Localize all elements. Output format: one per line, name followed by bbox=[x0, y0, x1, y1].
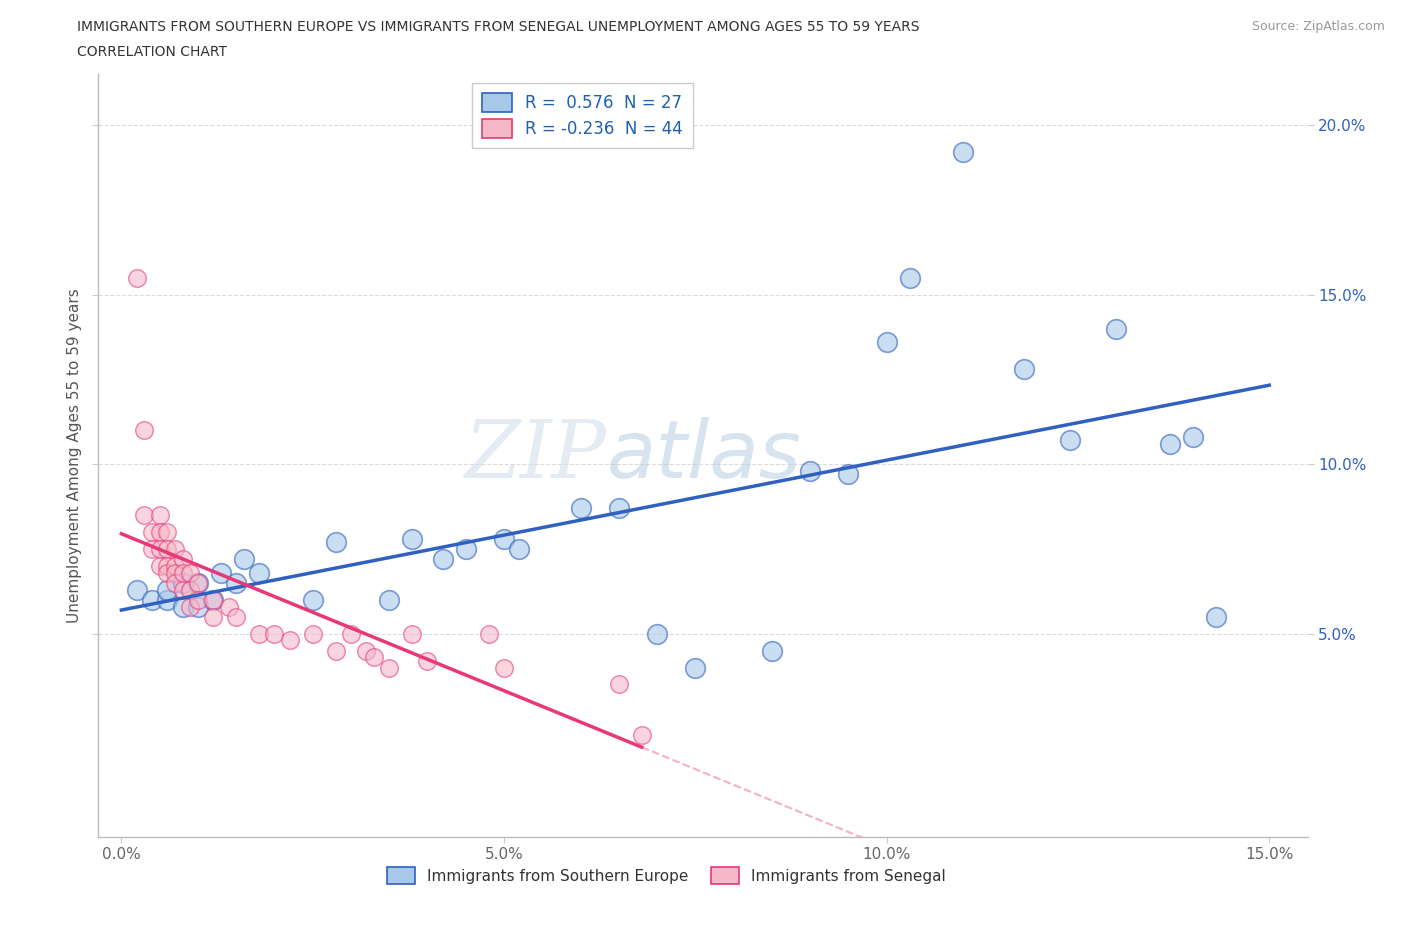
Point bbox=[179, 582, 201, 597]
Point bbox=[401, 626, 423, 641]
Point bbox=[209, 565, 232, 580]
Point bbox=[172, 599, 194, 614]
Point bbox=[340, 626, 363, 641]
Point bbox=[952, 145, 974, 160]
Point bbox=[607, 500, 630, 515]
Point bbox=[187, 592, 209, 607]
Point bbox=[172, 576, 194, 591]
Point bbox=[685, 660, 707, 675]
Point bbox=[225, 576, 247, 591]
Point bbox=[179, 599, 201, 614]
Point bbox=[263, 626, 285, 641]
Point bbox=[432, 551, 454, 566]
Point bbox=[156, 565, 179, 580]
Point bbox=[232, 551, 254, 566]
Point bbox=[1159, 436, 1181, 451]
Point bbox=[149, 525, 172, 539]
Point bbox=[125, 582, 148, 597]
Legend: Immigrants from Southern Europe, Immigrants from Senegal: Immigrants from Southern Europe, Immigra… bbox=[381, 860, 952, 890]
Point bbox=[163, 565, 186, 580]
Point bbox=[202, 609, 225, 624]
Point bbox=[416, 653, 439, 668]
Point bbox=[134, 423, 156, 438]
Text: Source: ZipAtlas.com: Source: ZipAtlas.com bbox=[1251, 20, 1385, 33]
Point bbox=[187, 576, 209, 591]
Y-axis label: Unemployment Among Ages 55 to 59 years: Unemployment Among Ages 55 to 59 years bbox=[66, 288, 82, 623]
Text: CORRELATION CHART: CORRELATION CHART bbox=[77, 45, 228, 59]
Point bbox=[645, 626, 668, 641]
Point bbox=[454, 541, 477, 556]
Point bbox=[569, 500, 592, 515]
Point bbox=[363, 650, 385, 665]
Point bbox=[225, 609, 247, 624]
Point bbox=[508, 541, 530, 556]
Point bbox=[876, 335, 898, 350]
Point bbox=[1205, 609, 1227, 624]
Point bbox=[134, 508, 156, 523]
Point bbox=[149, 508, 172, 523]
Point bbox=[378, 592, 401, 607]
Text: atlas: atlas bbox=[606, 417, 801, 495]
Point bbox=[799, 463, 821, 478]
Point bbox=[156, 541, 179, 556]
Point bbox=[630, 728, 652, 743]
Point bbox=[156, 525, 179, 539]
Point bbox=[149, 558, 172, 573]
Point bbox=[301, 626, 323, 641]
Point bbox=[163, 541, 186, 556]
Text: IMMIGRANTS FROM SOUTHERN EUROPE VS IMMIGRANTS FROM SENEGAL UNEMPLOYMENT AMONG AG: IMMIGRANTS FROM SOUTHERN EUROPE VS IMMIG… bbox=[77, 20, 920, 34]
Point bbox=[301, 592, 323, 607]
Point bbox=[141, 541, 163, 556]
Text: ZIP: ZIP bbox=[464, 417, 606, 495]
Point bbox=[172, 582, 194, 597]
Point bbox=[1181, 430, 1204, 445]
Point bbox=[141, 592, 163, 607]
Point bbox=[607, 677, 630, 692]
Point bbox=[149, 541, 172, 556]
Point bbox=[1059, 433, 1081, 448]
Point bbox=[218, 599, 240, 614]
Point bbox=[156, 592, 179, 607]
Point bbox=[179, 565, 201, 580]
Point bbox=[401, 531, 423, 546]
Point bbox=[187, 599, 209, 614]
Point bbox=[325, 644, 347, 658]
Point bbox=[202, 592, 225, 607]
Point bbox=[156, 582, 179, 597]
Point bbox=[125, 271, 148, 286]
Point bbox=[356, 644, 378, 658]
Point bbox=[898, 271, 921, 286]
Point bbox=[172, 551, 194, 566]
Point bbox=[247, 565, 270, 580]
Point bbox=[156, 558, 179, 573]
Point bbox=[492, 531, 515, 546]
Point bbox=[1014, 362, 1036, 377]
Point bbox=[202, 592, 225, 607]
Point bbox=[141, 525, 163, 539]
Point bbox=[478, 626, 501, 641]
Point bbox=[1105, 321, 1128, 336]
Point bbox=[247, 626, 270, 641]
Point bbox=[163, 576, 186, 591]
Point bbox=[163, 558, 186, 573]
Point bbox=[837, 467, 859, 482]
Point bbox=[761, 644, 783, 658]
Point bbox=[378, 660, 401, 675]
Point bbox=[172, 565, 194, 580]
Point bbox=[492, 660, 515, 675]
Point bbox=[325, 535, 347, 550]
Point bbox=[187, 576, 209, 591]
Point bbox=[278, 633, 301, 648]
